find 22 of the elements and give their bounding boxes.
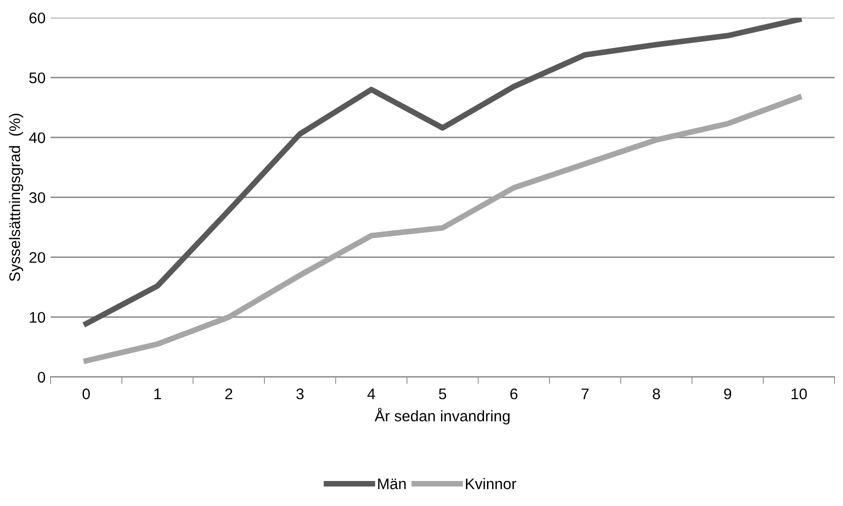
legend-label: Män [378,478,406,490]
x-tick-label: 6 [510,388,518,400]
x-tick-label: 10 [792,388,807,400]
x-tick-label: 8 [652,388,660,400]
x-tick-label: 3 [296,388,304,400]
x-tick-label: 0 [82,388,90,400]
x-tick-label: 4 [367,388,376,400]
y-tick-label: 20 [29,252,46,263]
y-tick-label: 30 [29,192,46,204]
x-tick-label: 2 [225,388,232,400]
x-tick-label: 1 [154,388,161,400]
y-tick-label: 0 [38,372,46,383]
x-tick-label: 9 [724,388,732,400]
y-tick-label: 40 [29,132,46,144]
y-tick-label: 10 [30,312,46,323]
y-axis-title: Sysselsättningsgrad (%) [8,114,24,282]
y-tick-label: 60 [30,12,46,24]
x-tick-label: 5 [438,388,446,400]
x-tick-label: 7 [582,388,589,400]
y-tick-label: 50 [29,72,46,84]
legend-label: Kvinnor [466,478,516,490]
x-axis-title: År sedan invandring [374,408,510,424]
